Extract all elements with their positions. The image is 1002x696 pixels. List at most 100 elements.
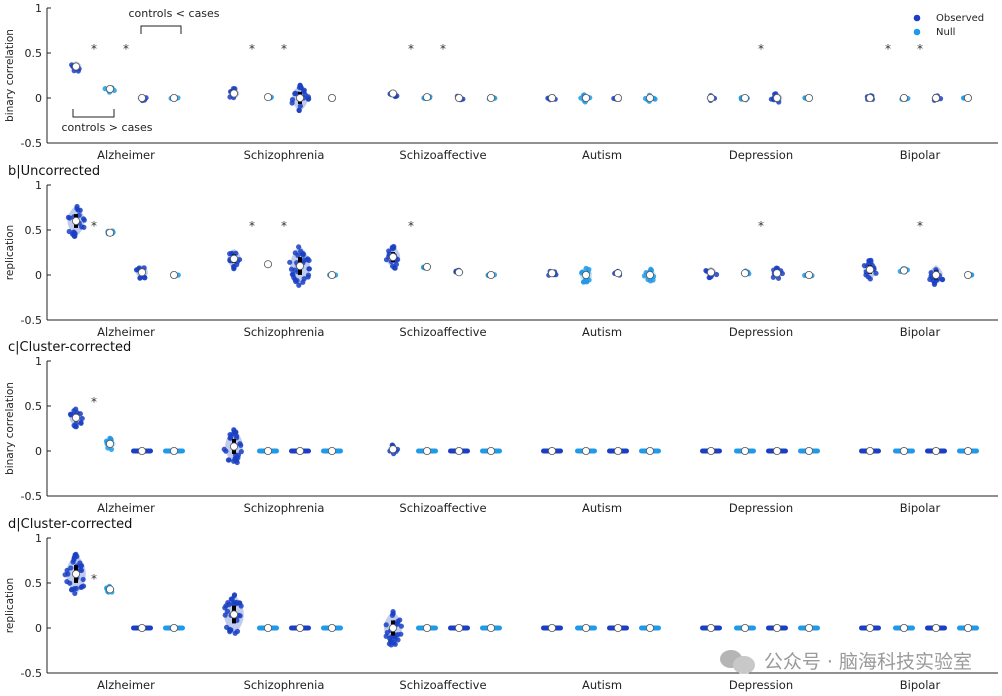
median-marker bbox=[106, 439, 115, 448]
category-label: Alzheimer bbox=[97, 678, 155, 692]
violin bbox=[287, 244, 312, 288]
data-point bbox=[300, 252, 306, 258]
violin bbox=[263, 260, 273, 269]
median-marker bbox=[773, 94, 782, 103]
violin bbox=[925, 624, 947, 633]
median-marker bbox=[72, 413, 81, 422]
median-marker bbox=[964, 94, 973, 103]
data-point bbox=[290, 271, 296, 278]
significance-star: * bbox=[281, 42, 287, 56]
median-marker bbox=[964, 624, 973, 633]
data-point bbox=[237, 441, 243, 447]
violin bbox=[899, 94, 911, 103]
y-tick-label: 0 bbox=[35, 92, 42, 105]
category-label: Depression bbox=[729, 325, 793, 339]
violin bbox=[957, 446, 979, 455]
data-point bbox=[80, 576, 86, 583]
violin bbox=[485, 270, 498, 279]
data-point bbox=[389, 246, 396, 252]
median-marker bbox=[72, 570, 81, 579]
median-marker bbox=[900, 94, 909, 103]
data-point bbox=[72, 553, 79, 559]
median-marker bbox=[137, 94, 146, 103]
median-marker bbox=[773, 624, 782, 633]
data-point bbox=[232, 630, 238, 636]
violin bbox=[575, 446, 597, 455]
annotations: controls < cases controls > cases bbox=[61, 7, 219, 134]
violin bbox=[454, 93, 466, 103]
data-point bbox=[73, 585, 79, 591]
median-marker bbox=[263, 624, 272, 633]
y-tick-label: -0.5 bbox=[21, 667, 42, 680]
median-marker bbox=[614, 624, 623, 633]
violin bbox=[227, 85, 240, 101]
median-marker bbox=[137, 624, 146, 633]
y-tick-label: 0 bbox=[35, 622, 42, 635]
median-marker bbox=[900, 446, 909, 455]
median-marker bbox=[169, 624, 178, 633]
data-point bbox=[80, 583, 87, 589]
category-label: Schizoaffective bbox=[399, 148, 486, 162]
data-point bbox=[296, 244, 302, 250]
violin bbox=[578, 92, 593, 105]
median-marker bbox=[137, 446, 146, 455]
data-point bbox=[931, 281, 938, 287]
median-marker bbox=[106, 85, 115, 94]
violin bbox=[289, 82, 312, 114]
violin bbox=[927, 265, 946, 287]
median-marker bbox=[454, 446, 463, 455]
violin bbox=[798, 446, 820, 455]
data-point bbox=[292, 90, 298, 96]
violin bbox=[416, 624, 438, 633]
median-marker bbox=[263, 260, 272, 269]
violin bbox=[383, 608, 404, 648]
wechat-icon bbox=[719, 648, 756, 674]
violin bbox=[861, 257, 879, 282]
y-tick-label: -0.5 bbox=[21, 490, 42, 503]
median-marker bbox=[388, 624, 397, 633]
data-point bbox=[289, 100, 295, 106]
median-marker bbox=[646, 270, 655, 279]
data-point bbox=[224, 608, 231, 614]
data-point bbox=[306, 96, 312, 102]
violin bbox=[798, 624, 820, 633]
median-marker bbox=[707, 446, 716, 455]
y-tick-label: 0.5 bbox=[25, 400, 43, 413]
violin bbox=[69, 61, 82, 74]
median-marker bbox=[932, 94, 941, 103]
violin bbox=[611, 94, 623, 103]
median-marker bbox=[454, 94, 463, 103]
y-axis-label: binary correlation bbox=[4, 382, 16, 475]
violin bbox=[131, 446, 153, 455]
data-point bbox=[78, 567, 85, 573]
median-marker bbox=[486, 446, 495, 455]
data-point bbox=[67, 215, 73, 221]
panel-3: -0.5 0 0.5 1 binary correlation c|Cluster-cor… bbox=[4, 340, 998, 515]
violin bbox=[448, 624, 470, 633]
significance-star: * bbox=[758, 42, 764, 56]
data-point bbox=[232, 430, 239, 436]
category-label: Schizophrenia bbox=[244, 501, 325, 515]
data-point bbox=[388, 638, 394, 644]
median-marker bbox=[486, 624, 495, 633]
median-marker bbox=[614, 94, 623, 103]
data-point bbox=[296, 107, 302, 114]
violin bbox=[486, 94, 498, 103]
data-point bbox=[297, 103, 303, 109]
data-point bbox=[223, 603, 229, 609]
violin bbox=[639, 446, 661, 455]
significance-star: * bbox=[123, 42, 129, 56]
violin bbox=[893, 446, 915, 455]
category-label: Schizophrenia bbox=[244, 678, 325, 692]
data-point bbox=[583, 265, 589, 271]
data-point bbox=[79, 224, 85, 230]
violin bbox=[321, 446, 343, 455]
category-label: Schizoaffective bbox=[399, 501, 486, 515]
y-axis-label: binary correlation bbox=[4, 29, 16, 122]
significance-star: * bbox=[91, 42, 97, 56]
violin bbox=[102, 85, 117, 95]
significance-star: * bbox=[249, 42, 255, 56]
median-marker bbox=[548, 624, 557, 633]
significance-star: * bbox=[917, 42, 923, 56]
violin bbox=[706, 92, 718, 104]
